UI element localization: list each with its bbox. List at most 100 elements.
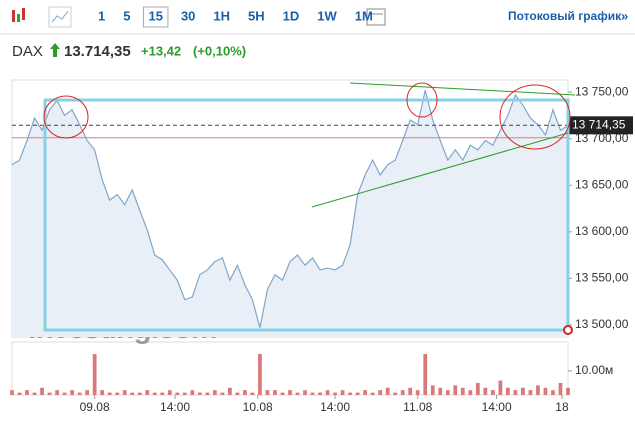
volume-bar	[483, 387, 488, 395]
volume-bar	[408, 387, 413, 395]
interval-button[interactable]: 5H	[248, 8, 265, 23]
volume-bar	[295, 392, 300, 395]
price: 13.714,35	[64, 43, 131, 60]
y-tick-label: 13 650,00	[575, 177, 629, 191]
interval-button[interactable]: 5	[123, 8, 130, 23]
interval-button[interactable]: 30	[181, 8, 195, 23]
volume-tick-label: 10.00м	[575, 363, 613, 377]
volume-bar	[190, 390, 195, 395]
volume-bar	[137, 392, 142, 395]
more-button[interactable]: »	[621, 8, 628, 23]
y-tick-label: 13 700,00	[575, 131, 629, 145]
volume-bar	[528, 390, 533, 395]
volume-bar	[10, 390, 14, 395]
volume-bar	[258, 354, 262, 395]
volume-bar	[160, 392, 165, 395]
volume-bar	[77, 392, 82, 395]
y-tick-label: 13 500,00	[575, 317, 629, 331]
volume-bar	[438, 387, 443, 395]
volume-bar	[115, 392, 120, 395]
volume-bar	[363, 390, 368, 395]
volume-bar	[85, 390, 90, 395]
volume-bar	[475, 382, 480, 395]
volume-bar	[70, 390, 74, 395]
volume-bar	[250, 392, 255, 395]
x-tick-label: 14:00	[482, 400, 512, 414]
volume-bar	[468, 390, 473, 395]
volume-bar	[453, 385, 458, 395]
volume-bar	[340, 390, 345, 395]
volume-bar	[423, 354, 428, 395]
volume-bar	[17, 392, 22, 395]
interval-button[interactable]: 1W	[317, 8, 337, 23]
volume-bar	[543, 387, 548, 395]
volume-bar	[220, 392, 225, 395]
change: +13,42	[141, 43, 181, 58]
volume-bar	[536, 385, 540, 395]
volume-bar	[415, 390, 420, 395]
symbol: DAX	[12, 43, 43, 60]
volume-bar	[400, 390, 405, 395]
volume-bar	[92, 354, 97, 395]
price-line	[11, 90, 569, 328]
volume-bar	[55, 390, 59, 395]
volume-bar	[385, 387, 390, 395]
volume-bar	[40, 387, 44, 395]
volume-bar	[551, 390, 555, 395]
interval-button[interactable]: 1M	[355, 8, 373, 23]
volume-bar	[62, 392, 67, 395]
volume-bar	[445, 390, 450, 395]
volume-bar	[145, 390, 150, 395]
up-arrow	[50, 43, 60, 57]
trend-line	[311, 132, 569, 208]
volume-bar	[32, 392, 37, 395]
x-tick-label: 18	[555, 400, 569, 414]
volume-bar	[521, 387, 525, 395]
y-tick-label: 13 550,00	[575, 271, 629, 285]
volume-bar	[288, 390, 292, 395]
highlight-circle	[499, 84, 571, 150]
volume-bar	[318, 392, 322, 395]
volume-bar	[47, 392, 52, 395]
change-percent: (+0,10%)	[193, 43, 246, 58]
interval-button[interactable]: 1H	[213, 8, 230, 23]
volume-bar	[378, 390, 383, 395]
volume-bar	[566, 387, 570, 395]
interval-button[interactable]: 15	[148, 8, 162, 23]
interval-button[interactable]: 1D	[283, 8, 300, 23]
volume-bar	[152, 392, 157, 395]
volume-bar	[273, 390, 277, 395]
volume-bar	[348, 392, 352, 395]
volume-bar	[325, 390, 330, 395]
chart-type-icons[interactable]	[12, 6, 386, 28]
trend-line	[349, 82, 576, 96]
y-tick-label: 13 600,00	[575, 224, 629, 238]
interval-button[interactable]: 1	[98, 8, 105, 23]
volume-bar	[370, 392, 375, 395]
last-price-label: 13 714,35	[572, 117, 626, 131]
volume-bar	[333, 392, 337, 395]
volume-bar	[310, 392, 315, 395]
volume-bar	[506, 387, 510, 395]
volume-bar	[460, 387, 465, 395]
volume-bar	[25, 390, 29, 395]
selected-interval-box	[142, 6, 169, 28]
last-price-tag	[568, 116, 633, 135]
rectangle-handle	[563, 325, 573, 335]
volume-bar	[513, 390, 518, 395]
drawn-rectangle	[43, 98, 570, 332]
highlight-circle	[43, 95, 89, 139]
volume-bar	[243, 390, 247, 395]
stream-chart-link[interactable]: Потоковый график	[508, 9, 622, 23]
volume-bar	[212, 390, 217, 395]
x-tick-label: 10.08	[243, 400, 273, 414]
volume-bar	[280, 392, 285, 395]
volume-bar	[107, 392, 112, 395]
volume-bar	[100, 390, 105, 395]
volume-bar	[355, 392, 360, 395]
price-area	[12, 90, 568, 337]
volume-bar	[175, 392, 180, 395]
volume-bar	[558, 382, 563, 395]
highlight-circle	[406, 82, 438, 118]
